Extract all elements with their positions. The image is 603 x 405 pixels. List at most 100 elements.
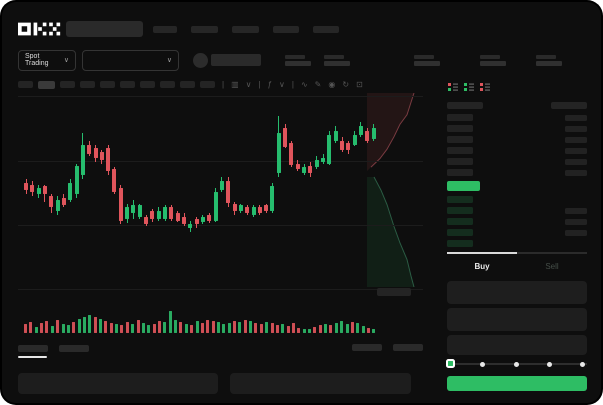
trade-tabs: Buy Sell <box>447 254 587 278</box>
slider-stop[interactable] <box>480 361 486 367</box>
chevron-down-icon[interactable]: ∨ <box>279 79 285 89</box>
bid-row[interactable] <box>447 194 587 205</box>
ask-row[interactable] <box>447 134 587 145</box>
bid-price-placeholder <box>447 240 473 247</box>
market-type-dropdown[interactable]: Spot Trading ∨ <box>18 49 76 71</box>
draw-icon[interactable]: ✎ <box>314 79 322 89</box>
total-input[interactable] <box>447 335 587 355</box>
slider-stop[interactable] <box>513 361 519 367</box>
bid-row[interactable] <box>447 238 587 249</box>
bid-row[interactable] <box>447 216 587 227</box>
candlestick-chart[interactable] <box>18 93 423 290</box>
timeframe-button[interactable] <box>60 81 75 88</box>
okx-logo <box>18 22 61 36</box>
orderbook-asks <box>447 112 587 178</box>
timeframe-button[interactable] <box>140 81 155 88</box>
timeframe-button[interactable] <box>100 81 115 88</box>
candle-body <box>182 216 186 225</box>
book-asks-icon[interactable] <box>479 80 491 98</box>
volume-bar <box>157 321 161 333</box>
candle-body <box>125 207 130 219</box>
trade-sidebar: Buy Sell <box>439 74 601 401</box>
chevron-down-icon[interactable]: ∨ <box>245 79 252 89</box>
volume-bar <box>361 326 365 333</box>
pair-name-placeholder <box>211 54 261 66</box>
volume-bar <box>40 323 44 333</box>
nav-item-placeholder[interactable] <box>313 25 339 33</box>
search-input[interactable] <box>66 21 143 37</box>
bottom-tab[interactable] <box>18 337 48 358</box>
timeframe-button[interactable] <box>160 81 175 88</box>
tab-sell[interactable]: Sell <box>545 261 559 271</box>
candle-body <box>55 199 60 212</box>
timeframe-button[interactable] <box>38 80 55 89</box>
bottom-right-control-placeholder[interactable] <box>352 343 382 351</box>
stat-value-placeholder <box>285 60 311 66</box>
top-navigation-bar <box>2 2 601 42</box>
fullscreen-icon[interactable]: ⊡ <box>356 79 363 89</box>
ask-row[interactable] <box>447 112 587 123</box>
candle-body <box>226 180 231 204</box>
ticker-stats <box>261 54 562 66</box>
divider: | <box>291 79 294 89</box>
orders-panel-placeholder[interactable] <box>18 373 218 394</box>
indicators-icon[interactable]: ƒ <box>267 79 273 89</box>
candle-body <box>68 182 73 200</box>
bid-price-placeholder <box>447 207 473 214</box>
amount-percent-slider[interactable] <box>446 359 587 369</box>
chevron-down-icon: ∨ <box>63 57 69 64</box>
candle-body <box>321 157 326 162</box>
slider-stop[interactable] <box>580 361 585 367</box>
screenshot-icon[interactable]: ◉ <box>328 79 336 89</box>
volume-bar <box>115 324 119 333</box>
price-input[interactable] <box>447 281 587 304</box>
timeframe-button[interactable] <box>200 81 215 88</box>
book-combined-icon[interactable] <box>447 80 459 98</box>
candle-body <box>131 205 136 213</box>
bid-row[interactable] <box>447 227 587 238</box>
history-panel-placeholder[interactable] <box>230 373 411 394</box>
candle-style-icon[interactable]: ▥ <box>231 79 239 89</box>
volume-bar <box>350 322 354 333</box>
candle-body <box>283 127 288 147</box>
slider-handle[interactable] <box>446 359 455 368</box>
chart-gridline <box>18 289 423 290</box>
timeframe-button[interactable] <box>120 81 135 88</box>
ticker-stat-placeholder <box>414 54 440 66</box>
bottom-right-control-placeholder[interactable] <box>393 343 423 351</box>
timeframe-button[interactable] <box>18 81 33 88</box>
nav-item-placeholder[interactable] <box>273 25 299 33</box>
buy-submit-button[interactable] <box>447 376 587 391</box>
ticker-stat-placeholder <box>536 54 562 66</box>
ask-row[interactable] <box>447 167 587 178</box>
ticker-stat-placeholder <box>480 54 506 66</box>
refresh-icon[interactable]: ↻ <box>342 79 350 89</box>
line-type-icon[interactable]: ∿ <box>300 79 308 89</box>
volume-bar <box>227 323 231 333</box>
amount-input[interactable] <box>447 308 587 331</box>
bid-row[interactable] <box>447 205 587 216</box>
ask-row[interactable] <box>447 123 587 134</box>
nav-item-placeholder[interactable] <box>191 25 218 33</box>
nav-item-placeholder[interactable] <box>232 25 259 33</box>
pair-dropdown[interactable]: ∨ <box>82 49 179 71</box>
bottom-tab[interactable] <box>59 337 89 358</box>
candle-body <box>175 213 180 221</box>
ask-row[interactable] <box>447 156 587 167</box>
ask-row[interactable] <box>447 145 587 156</box>
candle-body <box>346 142 351 151</box>
slider-stop[interactable] <box>546 361 552 367</box>
timeframe-button[interactable] <box>180 81 195 88</box>
volume-bar <box>82 317 86 333</box>
volume-bar <box>356 323 360 333</box>
book-bids-icon[interactable] <box>463 80 475 98</box>
nav-item-placeholder[interactable] <box>153 25 177 33</box>
volume-bar <box>56 320 60 333</box>
chevron-down-icon: ∨ <box>166 57 172 64</box>
timeframe-button[interactable] <box>80 81 95 88</box>
tab-buy[interactable]: Buy <box>474 261 490 271</box>
orderbook-view-toggles <box>447 80 587 100</box>
volume-bars <box>24 311 376 333</box>
volume-bar <box>163 322 167 333</box>
volume-bar <box>109 323 113 333</box>
